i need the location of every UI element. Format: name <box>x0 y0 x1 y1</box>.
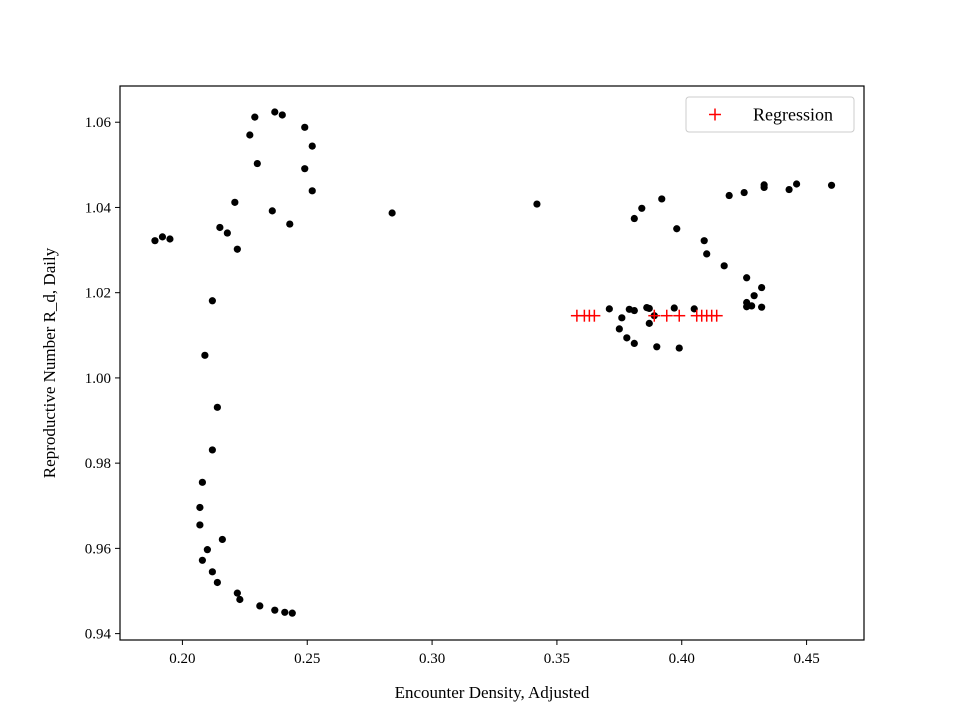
data-point <box>388 209 396 217</box>
y-tick-label: 1.02 <box>85 286 111 302</box>
data-point <box>158 233 167 241</box>
data-point <box>792 180 801 188</box>
x-tick-label: 0.30 <box>419 651 445 667</box>
legend-label-regression: Regression <box>753 105 833 125</box>
y-tick-label: 1.00 <box>85 371 111 387</box>
data-point <box>618 314 626 322</box>
x-tick-label: 0.20 <box>169 651 195 667</box>
y-tick-label: 1.06 <box>85 115 112 131</box>
data-point <box>740 188 748 197</box>
data-point <box>605 305 613 313</box>
regression-point <box>588 309 601 322</box>
data-point <box>645 304 653 313</box>
data-point <box>308 142 316 150</box>
data-point <box>308 187 316 195</box>
data-point <box>760 181 768 189</box>
data-point <box>743 274 751 282</box>
data-point <box>758 283 766 292</box>
data-point <box>653 343 661 351</box>
x-tick-label: 0.45 <box>793 651 819 667</box>
y-axis-label: Reproductive Number R_d, Daily <box>40 247 59 478</box>
data-point <box>213 578 221 587</box>
data-point <box>218 535 226 544</box>
data-point <box>630 214 638 223</box>
data-point <box>166 235 174 243</box>
y-axis-ticks: 0.94 0.96 0.98 1.00 1.02 1.04 1.06 <box>85 115 120 643</box>
data-point <box>758 303 766 311</box>
data-point <box>281 608 289 616</box>
data-point <box>725 191 733 200</box>
data-point <box>658 195 666 203</box>
data-point <box>288 609 296 617</box>
data-point <box>223 229 231 237</box>
y-tick-label: 0.96 <box>85 541 112 557</box>
data-point <box>231 198 239 206</box>
data-point <box>630 306 638 315</box>
data-point <box>198 478 206 486</box>
legend-plus-marker <box>709 108 721 121</box>
data-point <box>216 223 224 232</box>
x-tick-label: 0.25 <box>294 651 320 667</box>
data-point <box>253 159 261 168</box>
regression-point <box>710 309 723 322</box>
data-point <box>151 237 159 245</box>
legend-box <box>685 96 855 133</box>
regression-point <box>673 309 686 322</box>
data-point <box>196 503 204 512</box>
data-point <box>246 131 254 139</box>
data-point <box>533 200 541 208</box>
x-axis-label: Encounter Density, Adjusted <box>395 683 590 702</box>
data-point <box>286 220 294 228</box>
data-point <box>748 302 756 310</box>
data-point <box>278 111 286 119</box>
data-point <box>256 602 264 610</box>
y-tick-label: 0.98 <box>85 456 111 472</box>
y-tick-label: 0.94 <box>85 627 112 643</box>
data-point <box>720 262 728 270</box>
regression-point <box>660 309 673 322</box>
data-point <box>670 304 678 312</box>
y-tick-label: 1.04 <box>85 200 112 216</box>
data-point <box>208 446 216 454</box>
data-point <box>638 204 646 212</box>
data-point <box>251 113 259 121</box>
data-point <box>301 123 309 131</box>
data-point <box>233 589 241 597</box>
data-point <box>623 334 631 342</box>
data-point <box>645 319 653 327</box>
data-point <box>268 207 276 215</box>
data-point <box>233 245 241 253</box>
data-point <box>630 339 638 347</box>
data-point <box>196 521 204 529</box>
regression-point <box>648 309 661 322</box>
data-point <box>750 292 758 300</box>
plot-frame <box>119 85 865 641</box>
plot-marks <box>151 108 836 617</box>
data-point <box>700 237 708 245</box>
data-point <box>703 250 711 258</box>
data-point <box>208 568 216 576</box>
data-point <box>301 165 309 173</box>
x-tick-label: 0.35 <box>544 651 570 667</box>
x-axis-ticks: 0.20 0.25 0.30 0.35 0.40 0.45 <box>169 640 820 667</box>
x-tick-label: 0.40 <box>669 651 695 667</box>
data-point <box>271 606 279 614</box>
data-point <box>213 403 221 411</box>
data-point <box>203 546 211 554</box>
data-point <box>201 351 209 359</box>
data-point <box>271 108 279 116</box>
data-point <box>785 185 793 194</box>
legend: Regression <box>685 96 855 133</box>
data-point <box>673 225 681 233</box>
data-point <box>198 556 206 564</box>
data-point <box>827 181 836 189</box>
data-point <box>615 325 623 333</box>
data-point <box>208 297 216 305</box>
legend-marker-regression <box>709 108 721 121</box>
data-point <box>675 344 683 352</box>
data-point <box>236 595 244 604</box>
